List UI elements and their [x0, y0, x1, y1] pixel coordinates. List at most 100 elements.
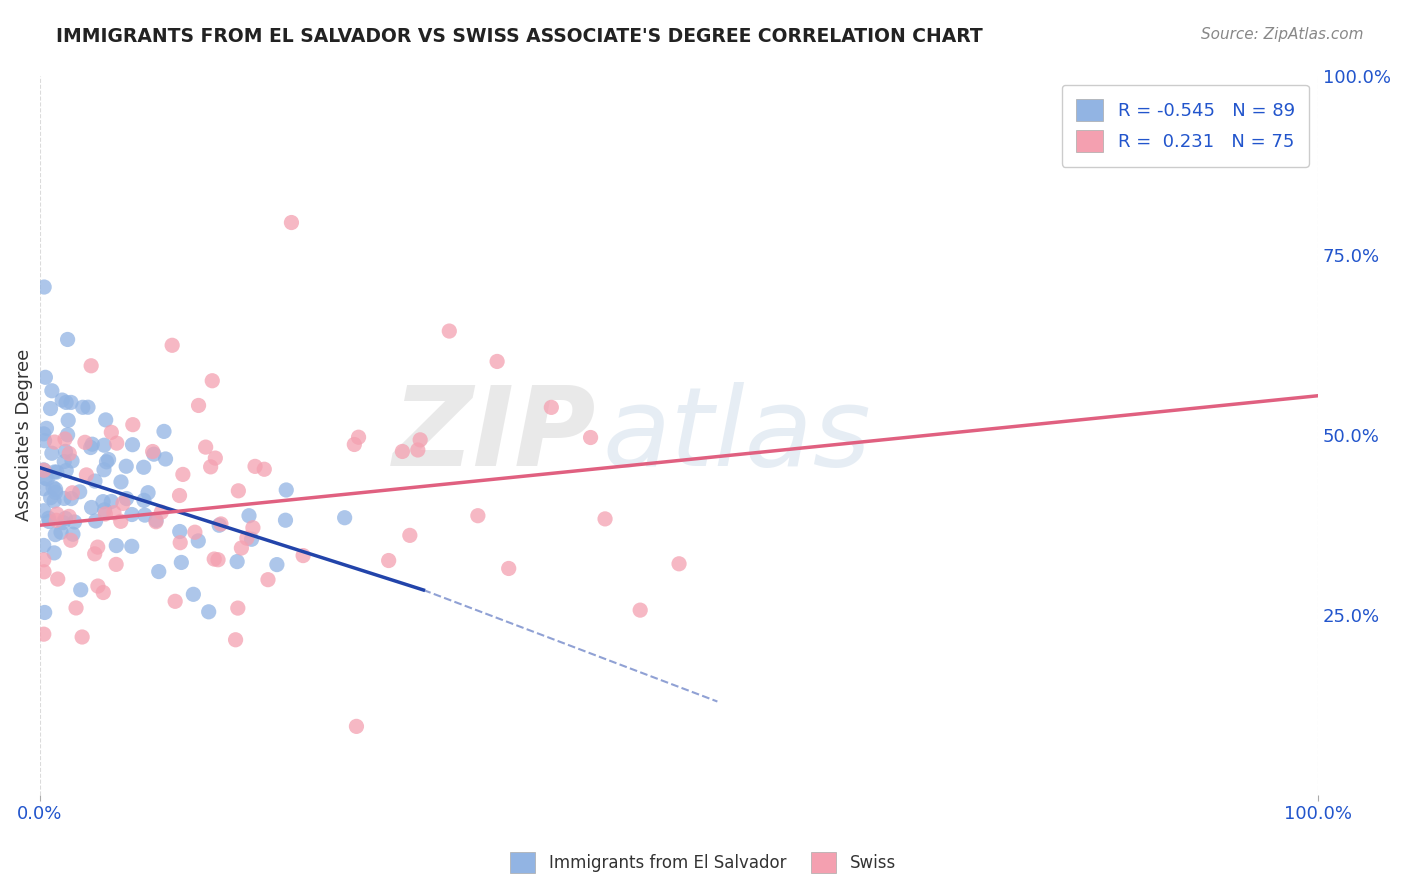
- Point: [93, 463, 115, 477]
- Point: [398, 528, 420, 542]
- Point: [93, 503, 115, 517]
- Point: [628, 603, 651, 617]
- Legend: R = -0.545   N = 89, R =  0.231   N = 75: R = -0.545 N = 89, R = 0.231 N = 75: [1062, 85, 1309, 167]
- Point: [105, 539, 128, 553]
- Point: [197, 605, 219, 619]
- Point: [58, 509, 80, 524]
- Point: [172, 467, 194, 482]
- Point: [51, 393, 73, 408]
- Point: [145, 513, 167, 527]
- Point: [242, 521, 264, 535]
- Point: [32, 463, 55, 477]
- Point: [486, 354, 509, 368]
- Point: [32, 482, 55, 496]
- Point: [169, 524, 191, 539]
- Point: [60, 485, 83, 500]
- Point: [243, 459, 266, 474]
- Point: [115, 459, 138, 474]
- Point: [53, 454, 76, 468]
- Point: [34, 471, 56, 485]
- Point: [46, 572, 69, 586]
- Point: [257, 573, 280, 587]
- Text: Source: ZipAtlas.com: Source: ZipAtlas.com: [1201, 27, 1364, 42]
- Point: [60, 491, 83, 506]
- Point: [110, 475, 132, 489]
- Point: [39, 401, 62, 416]
- Point: [276, 483, 298, 497]
- Point: [132, 460, 155, 475]
- Point: [91, 494, 114, 508]
- Point: [45, 507, 67, 521]
- Point: [72, 401, 94, 415]
- Point: [93, 438, 115, 452]
- Point: [183, 587, 205, 601]
- Point: [34, 370, 56, 384]
- Point: [58, 413, 80, 427]
- Point: [668, 557, 690, 571]
- Point: [343, 437, 366, 451]
- Point: [467, 508, 489, 523]
- Point: [593, 512, 616, 526]
- Point: [55, 395, 77, 409]
- Point: [45, 483, 67, 497]
- Point: [91, 585, 114, 599]
- Point: [207, 553, 229, 567]
- Point: [153, 425, 176, 439]
- Point: [56, 427, 79, 442]
- Point: [121, 417, 143, 432]
- Point: [60, 454, 83, 468]
- Point: [169, 535, 191, 549]
- Point: [201, 374, 224, 388]
- Point: [55, 444, 77, 458]
- Point: [75, 467, 97, 482]
- Point: [84, 474, 107, 488]
- Point: [63, 515, 86, 529]
- Point: [236, 531, 259, 545]
- Point: [142, 444, 165, 458]
- Point: [34, 434, 56, 448]
- Point: [346, 719, 368, 733]
- Point: [105, 436, 128, 450]
- Point: [209, 516, 232, 531]
- Point: [292, 549, 315, 563]
- Text: atlas: atlas: [602, 382, 870, 489]
- Point: [53, 432, 76, 446]
- Point: [77, 401, 100, 415]
- Point: [35, 421, 58, 435]
- Point: [32, 553, 55, 567]
- Point: [498, 561, 520, 575]
- Point: [142, 447, 165, 461]
- Point: [55, 463, 77, 477]
- Point: [145, 515, 167, 529]
- Point: [45, 465, 67, 479]
- Point: [121, 438, 143, 452]
- Point: [225, 632, 247, 647]
- Text: IMMIGRANTS FROM EL SALVADOR VS SWISS ASSOCIATE'S DEGREE CORRELATION CHART: IMMIGRANTS FROM EL SALVADOR VS SWISS ASS…: [56, 27, 983, 45]
- Point: [194, 440, 217, 454]
- Text: ZIP: ZIP: [392, 382, 596, 489]
- Point: [439, 324, 461, 338]
- Point: [100, 425, 122, 440]
- Point: [165, 594, 187, 608]
- Point: [44, 546, 66, 560]
- Point: [187, 533, 209, 548]
- Point: [96, 455, 118, 469]
- Y-axis label: Associate's Degree: Associate's Degree: [15, 349, 32, 522]
- Point: [150, 505, 173, 519]
- Point: [187, 399, 209, 413]
- Point: [136, 485, 159, 500]
- Point: [228, 483, 250, 498]
- Point: [238, 508, 260, 523]
- Point: [579, 430, 602, 444]
- Point: [70, 630, 93, 644]
- Point: [62, 527, 84, 541]
- Point: [58, 447, 80, 461]
- Point: [42, 494, 65, 508]
- Point: [32, 280, 55, 294]
- Point: [226, 555, 249, 569]
- Point: [80, 359, 103, 373]
- Point: [121, 508, 143, 522]
- Point: [148, 565, 170, 579]
- Point: [406, 442, 429, 457]
- Point: [377, 553, 399, 567]
